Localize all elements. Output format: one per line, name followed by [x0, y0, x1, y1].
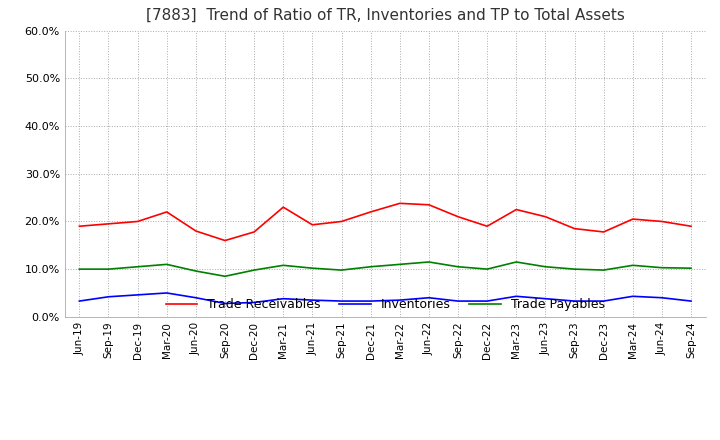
Trade Receivables — [220, 238, 229, 243]
Trade Receivables — [425, 202, 433, 207]
Inventories — [366, 298, 375, 304]
Inventories — [425, 295, 433, 301]
Trade Receivables — [250, 229, 258, 235]
Trade Receivables — [657, 219, 666, 224]
Line: Inventories: Inventories — [79, 293, 691, 304]
Trade Receivables — [570, 226, 579, 231]
Inventories — [104, 294, 113, 299]
Trade Payables — [250, 268, 258, 273]
Inventories — [512, 293, 521, 299]
Inventories — [279, 296, 287, 301]
Trade Receivables — [337, 219, 346, 224]
Inventories — [541, 296, 550, 301]
Trade Payables — [104, 267, 113, 272]
Inventories — [75, 298, 84, 304]
Inventories — [687, 298, 696, 304]
Trade Payables — [454, 264, 462, 269]
Trade Receivables — [133, 219, 142, 224]
Trade Receivables — [395, 201, 404, 206]
Trade Payables — [192, 268, 200, 274]
Trade Payables — [337, 268, 346, 273]
Inventories — [454, 298, 462, 304]
Inventories — [250, 300, 258, 305]
Trade Payables — [541, 264, 550, 269]
Trade Payables — [75, 267, 84, 272]
Trade Receivables — [366, 209, 375, 215]
Trade Payables — [657, 265, 666, 270]
Trade Payables — [599, 268, 608, 273]
Trade Receivables — [75, 224, 84, 229]
Trade Payables — [308, 265, 317, 271]
Trade Receivables — [541, 214, 550, 219]
Inventories — [133, 292, 142, 297]
Trade Payables — [687, 265, 696, 271]
Inventories — [308, 297, 317, 303]
Trade Payables — [220, 274, 229, 279]
Inventories — [395, 297, 404, 303]
Title: [7883]  Trend of Ratio of TR, Inventories and TP to Total Assets: [7883] Trend of Ratio of TR, Inventories… — [145, 7, 625, 23]
Trade Payables — [395, 262, 404, 267]
Inventories — [483, 298, 492, 304]
Trade Receivables — [308, 222, 317, 227]
Inventories — [192, 295, 200, 301]
Trade Payables — [366, 264, 375, 269]
Inventories — [629, 293, 637, 299]
Trade Payables — [425, 259, 433, 264]
Trade Receivables — [104, 221, 113, 227]
Legend: Trade Receivables, Inventories, Trade Payables: Trade Receivables, Inventories, Trade Pa… — [161, 293, 610, 316]
Trade Payables — [570, 267, 579, 272]
Inventories — [163, 290, 171, 296]
Trade Payables — [483, 267, 492, 272]
Line: Trade Receivables: Trade Receivables — [79, 203, 691, 241]
Trade Payables — [133, 264, 142, 269]
Inventories — [220, 301, 229, 306]
Trade Payables — [629, 263, 637, 268]
Trade Receivables — [629, 216, 637, 222]
Trade Payables — [279, 263, 287, 268]
Inventories — [337, 298, 346, 304]
Trade Receivables — [163, 209, 171, 215]
Trade Receivables — [599, 229, 608, 235]
Trade Receivables — [512, 207, 521, 212]
Trade Receivables — [192, 228, 200, 234]
Inventories — [599, 298, 608, 304]
Inventories — [570, 298, 579, 304]
Trade Receivables — [279, 205, 287, 210]
Inventories — [657, 295, 666, 301]
Trade Receivables — [687, 224, 696, 229]
Trade Receivables — [483, 224, 492, 229]
Trade Payables — [512, 259, 521, 264]
Trade Payables — [163, 262, 171, 267]
Trade Receivables — [454, 214, 462, 219]
Line: Trade Payables: Trade Payables — [79, 262, 691, 276]
